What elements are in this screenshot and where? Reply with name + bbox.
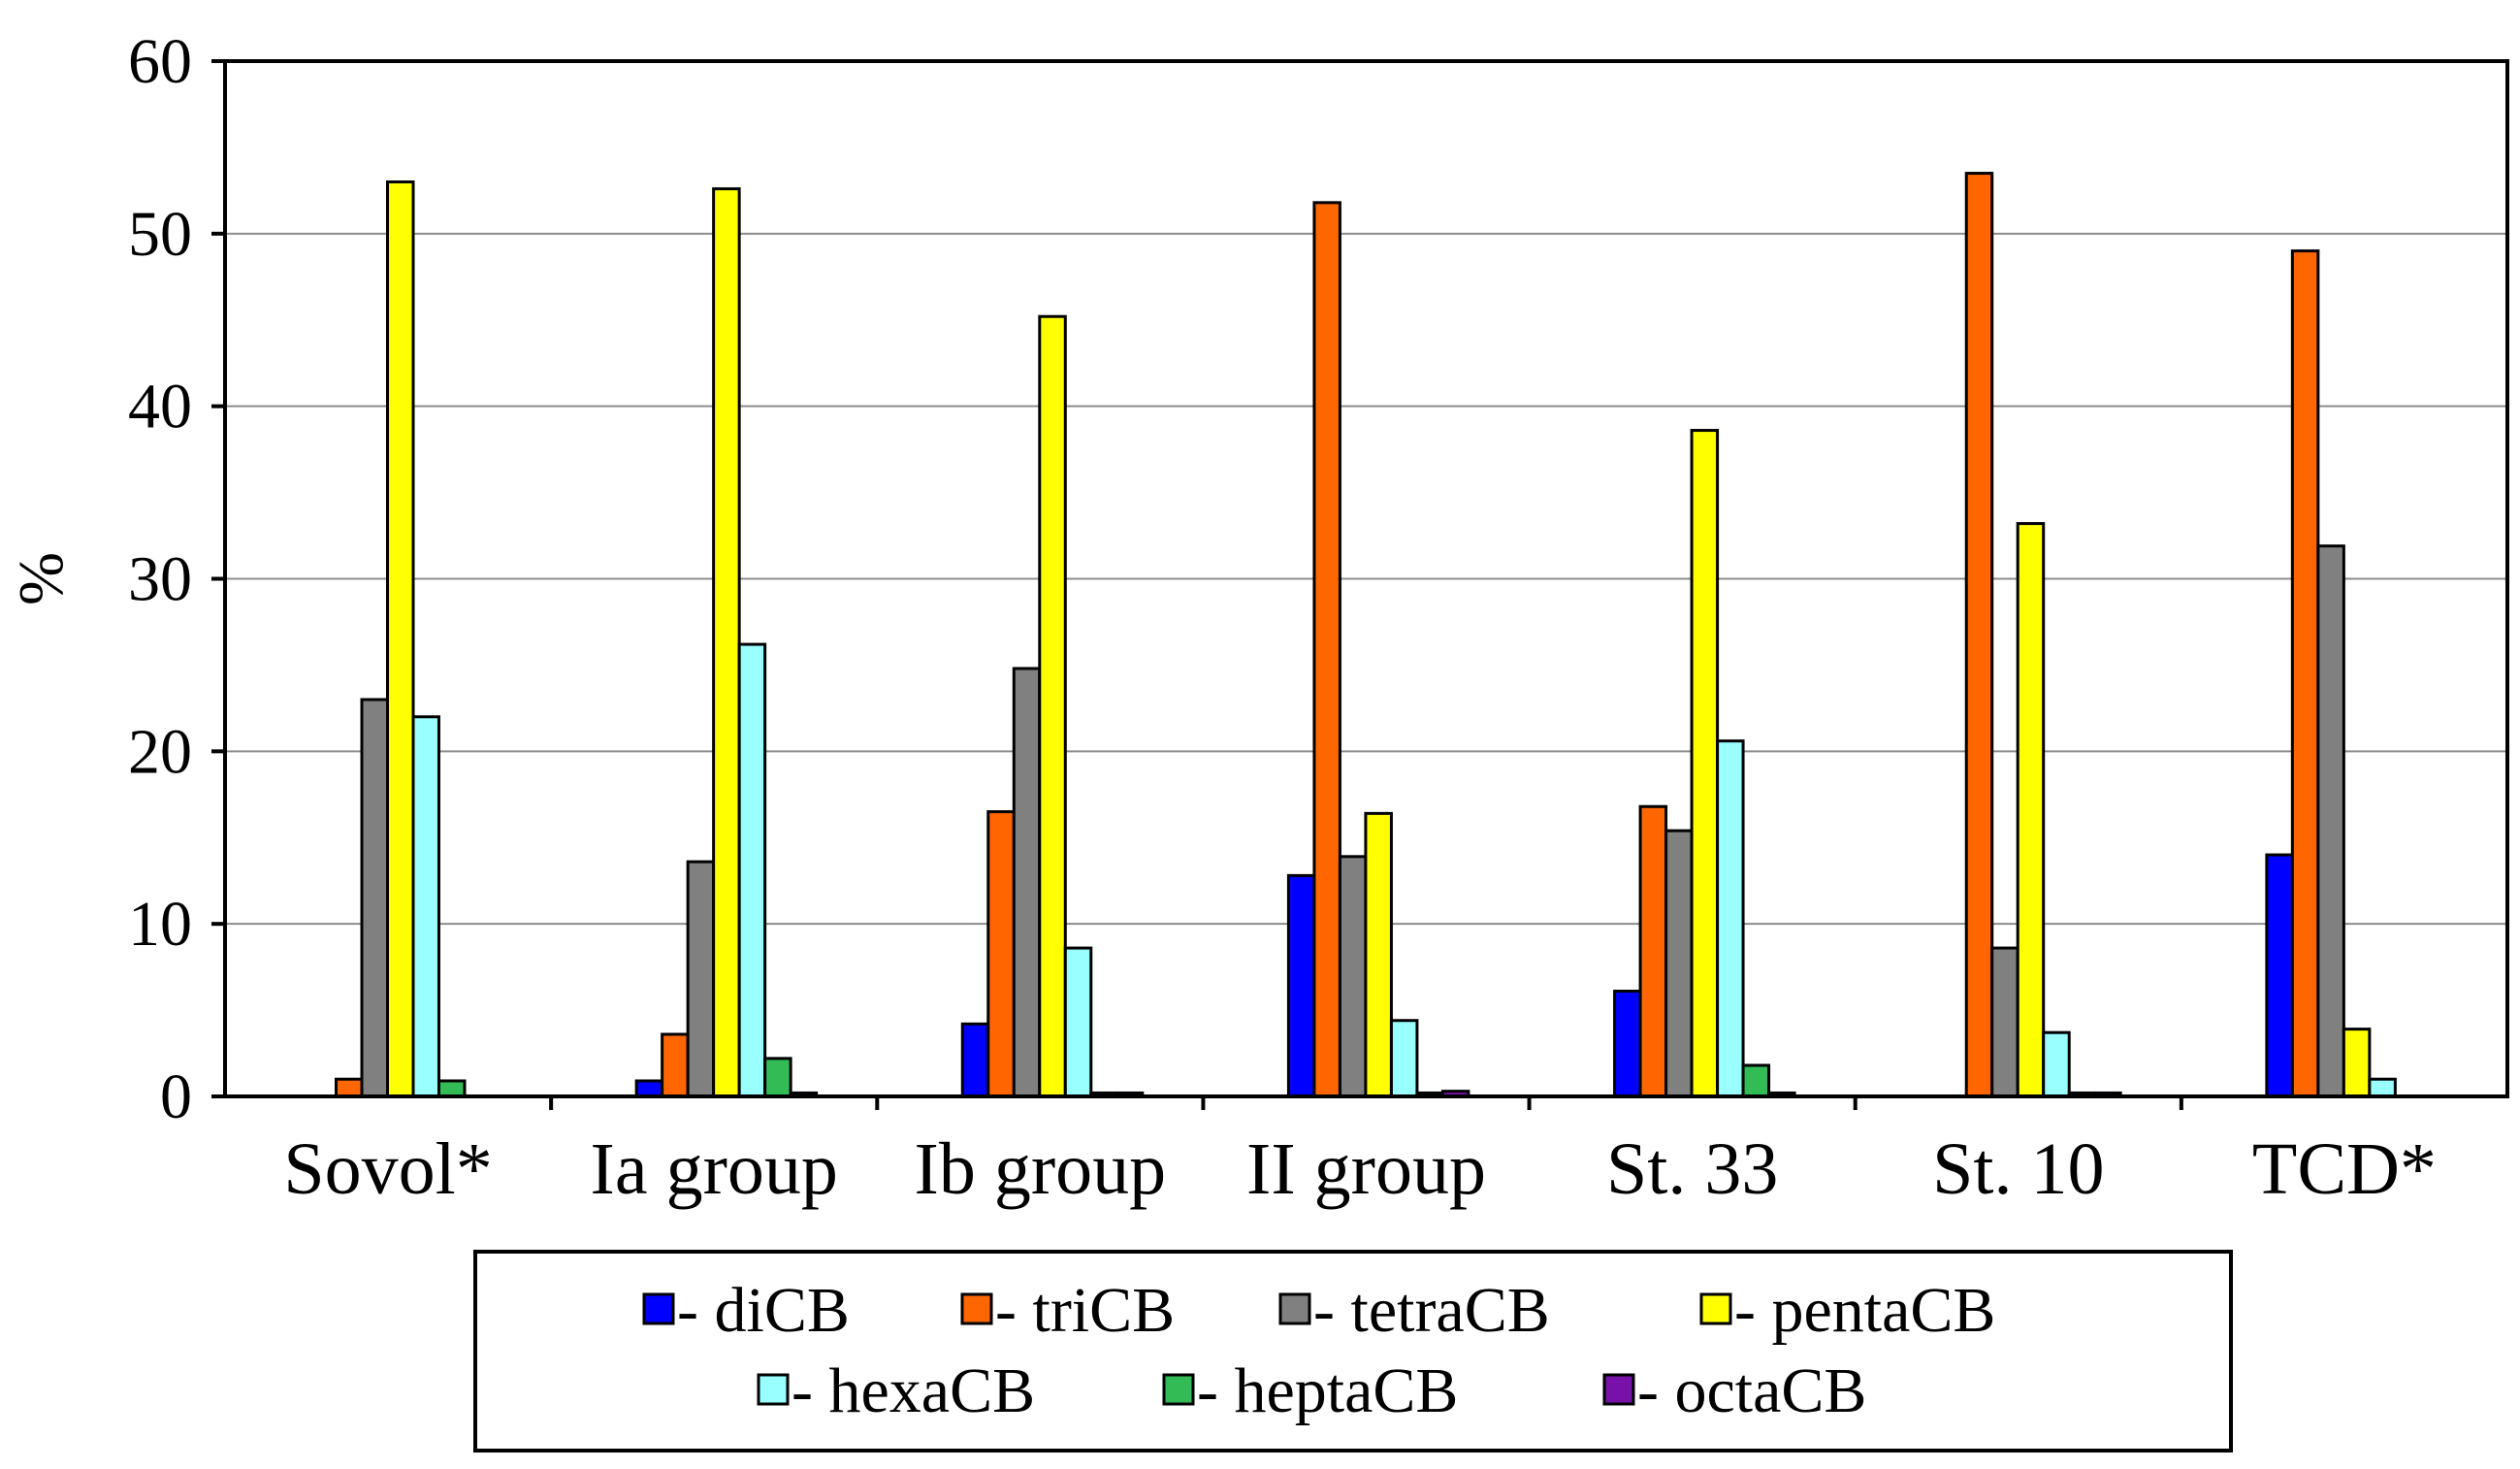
y-tick-label: 10 <box>128 889 192 960</box>
legend-box <box>473 1250 2233 1453</box>
x-category-label: II group <box>1246 1128 1486 1210</box>
bar-dicb-6 <box>2265 853 2294 1098</box>
y-tick-label: 50 <box>128 199 192 270</box>
bar-tricb-0 <box>335 1077 364 1098</box>
x-axis: Sovol* Ia group Ib group II group St. 33 St. … <box>283 1096 2437 1210</box>
bar-pentacb-4 <box>1690 429 1720 1098</box>
bar-tricb-3 <box>1312 201 1341 1098</box>
bar-heptacb-1 <box>763 1057 792 1098</box>
bar-tricb-1 <box>661 1032 690 1098</box>
bar-tetracb-2 <box>1012 667 1042 1098</box>
bar-pentacb-2 <box>1038 314 1067 1098</box>
legend-swatch-hexacb <box>757 1373 790 1406</box>
legend-label: - tetraCB <box>1313 1275 1550 1346</box>
bar-tetracb-4 <box>1664 829 1694 1098</box>
bar-pentacb-3 <box>1364 811 1393 1098</box>
bar-tetracb-3 <box>1338 855 1368 1098</box>
legend-label: - triCB <box>995 1275 1175 1346</box>
bar-dicb-1 <box>634 1079 664 1098</box>
y-tick-label: 0 <box>160 1061 192 1132</box>
bar-tricb-5 <box>1964 172 1994 1098</box>
bar-hexacb-2 <box>1063 946 1093 1098</box>
bar-heptacb-0 <box>437 1079 467 1098</box>
bar-tetracb-0 <box>360 698 389 1098</box>
bar-tetracb-1 <box>686 860 716 1098</box>
bar-pentacb-5 <box>2016 522 2046 1098</box>
legend-swatch-tetracb <box>1278 1292 1311 1325</box>
bar-tetracb-5 <box>1990 946 2019 1098</box>
bar-pentacb-6 <box>2342 1028 2372 1098</box>
legend-swatch-dicb <box>642 1292 675 1325</box>
legend-label: - pentaCB <box>1734 1275 1995 1346</box>
bar-hexacb-6 <box>2368 1077 2397 1098</box>
bar-hexacb-4 <box>1716 739 1745 1098</box>
bar-dicb-3 <box>1286 873 1316 1098</box>
gridlines <box>225 232 2507 926</box>
bar-hexacb-3 <box>1389 1019 1419 1098</box>
x-category-label: Sovol* <box>283 1128 492 1210</box>
x-category-label: Ib group <box>915 1128 1167 1210</box>
legend-swatch-octacb <box>1602 1373 1635 1406</box>
bar-tetracb-6 <box>2316 544 2345 1098</box>
legend-swatch-heptacb <box>1162 1373 1195 1406</box>
legend-label: - octaCB <box>1637 1355 1866 1426</box>
legend-swatch-pentacb <box>1699 1292 1732 1325</box>
y-tick-label: 40 <box>128 372 192 442</box>
y-tick-label: 60 <box>128 26 192 97</box>
bar-pentacb-1 <box>712 187 741 1098</box>
x-category-label: St. 10 <box>1932 1128 2104 1210</box>
x-category-label: Ia group <box>591 1128 838 1210</box>
y-tick-label: 30 <box>128 544 192 615</box>
bar-tricb-6 <box>2290 249 2320 1098</box>
x-category-label: St. 33 <box>1606 1128 1778 1210</box>
bar-hexacb-5 <box>2042 1030 2071 1098</box>
bar-dicb-4 <box>1613 990 1642 1098</box>
bar-tricb-2 <box>986 810 1016 1098</box>
x-category-label: TCD* <box>2252 1128 2437 1210</box>
y-tick-label: 20 <box>128 716 192 787</box>
bar-dicb-2 <box>960 1022 990 1098</box>
legend-label: - heptaCB <box>1197 1355 1458 1426</box>
y-axis-label: % <box>6 552 77 605</box>
legend-label: - diCB <box>677 1275 850 1346</box>
bar-hexacb-1 <box>737 642 767 1098</box>
legend: - diCB - triCB - tetraCB - pentaCB - hexaCB -… <box>473 1250 2233 1453</box>
bar-hexacb-0 <box>411 715 440 1098</box>
legend-swatch-tricb <box>960 1292 993 1325</box>
bar-pentacb-0 <box>386 180 415 1098</box>
bar-tricb-4 <box>1638 804 1668 1098</box>
bars <box>335 172 2397 1098</box>
bar-heptacb-4 <box>1741 1063 1771 1098</box>
y-axis: 0 10 20 30 40 50 60 <box>128 26 225 1132</box>
legend-label: - hexaCB <box>792 1355 1035 1426</box>
